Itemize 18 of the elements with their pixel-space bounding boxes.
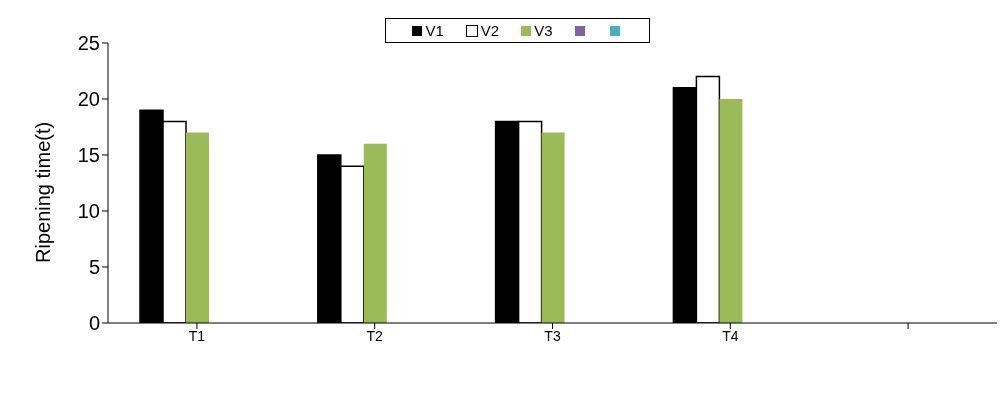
legend-label: V3 [534,22,553,39]
y-tick-label: 25 [77,32,100,55]
y-tick-label: 0 [88,312,100,335]
bar [363,143,387,323]
y-tick-label: 10 [77,200,100,223]
bar [186,132,209,323]
legend-label: V2 [480,22,500,39]
x-tick-label: T4 [722,327,739,344]
bar [719,99,743,323]
x-tick-label: T1 [188,327,206,344]
x-tick-label: T3 [544,327,561,344]
y-tick-label: 5 [88,256,100,279]
x-tick-label: T2 [366,327,384,344]
y-axis-title: Ripening time(t) [32,121,55,263]
y-tick-label: 20 [77,88,100,111]
y-tick-label: 15 [77,144,100,167]
legend-label: V1 [425,22,444,39]
bar [541,132,565,323]
